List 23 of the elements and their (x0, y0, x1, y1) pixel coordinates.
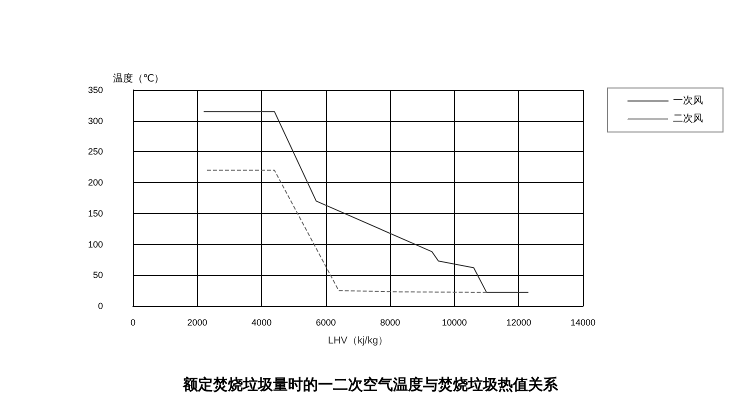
y-tick-label: 150 (88, 208, 103, 218)
y-tick-label: 250 (88, 146, 103, 157)
text: 额定焚烧垃圾量时的一二次空气温度与焚烧垃圾热值关系 (182, 376, 559, 394)
line-series (206, 170, 488, 293)
x-tick-label: 10000 (442, 318, 467, 328)
x-tick-label: 12000 (506, 318, 532, 328)
x-tick-label: 14000 (570, 318, 596, 328)
x-tick-label: 0 (130, 318, 136, 328)
line-series (203, 111, 529, 293)
y-tick-label: 50 (92, 270, 103, 280)
y-tick-label: 200 (88, 178, 103, 188)
y-tick-label: 300 (88, 116, 103, 126)
y-tick-label: 0 (98, 301, 103, 311)
y-axis-title: 温度（℃） (113, 72, 164, 84)
x-tick-label: 8000 (380, 318, 400, 328)
legend-label: 二次风 (673, 114, 703, 124)
legend-label: 一次风 (673, 96, 703, 106)
y-tick-label: 100 (88, 239, 103, 250)
x-tick-label: 2000 (187, 318, 208, 328)
y-tick-label: 350 (88, 85, 103, 95)
x-tick-label: 4000 (252, 318, 272, 328)
x-tick-label: 6000 (316, 318, 336, 328)
x-axis-title: LHV（kj/kg） (328, 336, 388, 346)
